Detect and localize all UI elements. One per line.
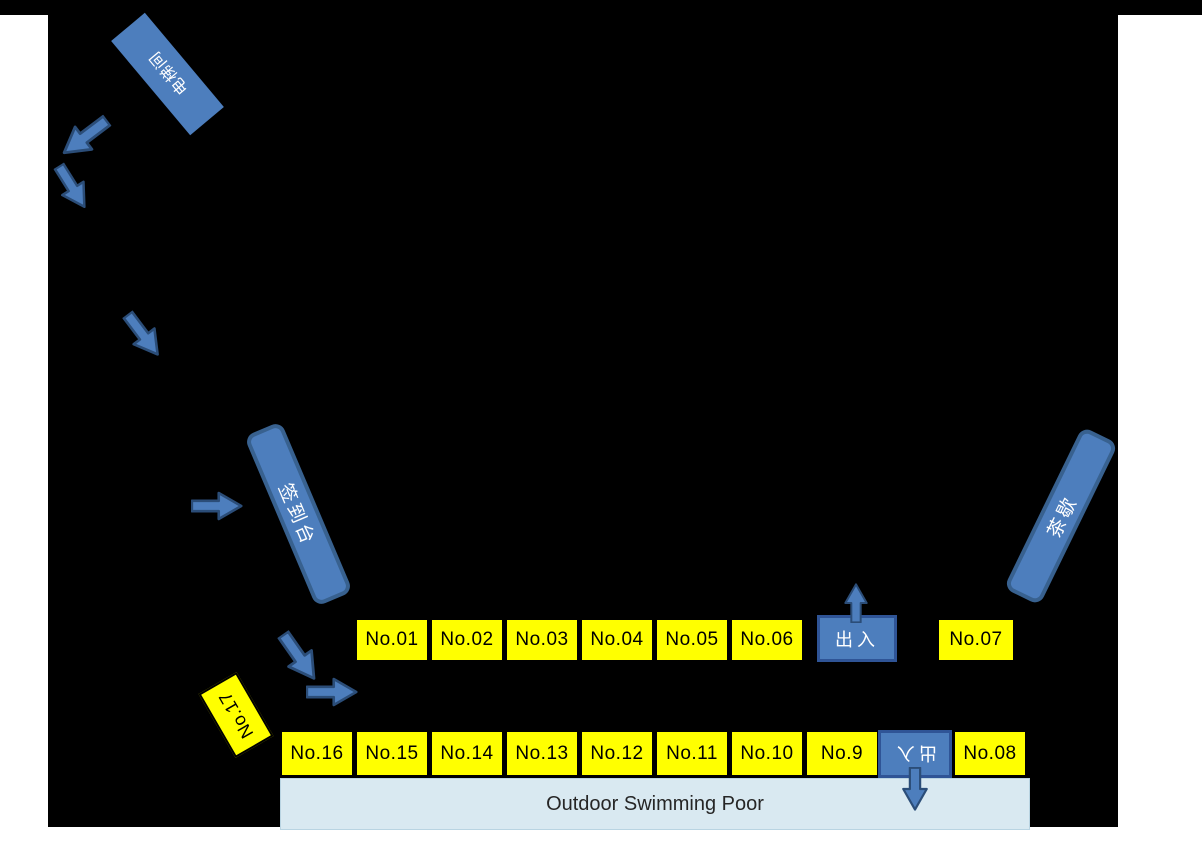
table-no-16: No.16 [280,730,354,777]
table-no-12: No.12 [580,730,654,777]
table-label: No.08 [963,742,1017,764]
table-label: No.12 [590,742,644,764]
table-no-04: No.04 [580,618,654,662]
table-label: No.03 [515,629,569,650]
route-arrow-down-icon [44,157,99,217]
table-label: No.06 [740,629,794,650]
route-arrow-right-icon [191,489,243,523]
table-no-10: No.10 [730,730,804,777]
table-no-07: No.07 [937,618,1015,662]
table-no-08: No.08 [953,730,1027,777]
table-no-05: No.05 [655,618,729,662]
table-label: No.05 [665,629,719,650]
table-no-01: No.01 [355,618,429,662]
table-no-03: No.03 [505,618,579,662]
route-arrow-down-right-icon [114,304,172,366]
table-label: No.11 [666,742,718,764]
table-no-15: No.15 [355,730,429,777]
table-no-9: No.9 [805,730,879,777]
table-label: No.13 [515,742,569,764]
table-label: No.16 [290,742,344,764]
entrance-bottom-label: 出入 [893,743,937,763]
route-arrow-down-right-icon [269,624,329,689]
table-label: No.10 [740,742,794,764]
route-arrow-down-left-icon [52,107,117,168]
table-label: No.15 [365,742,419,764]
table-label: No.01 [365,629,419,650]
entrance-box-top: 出入 [817,615,897,662]
entrance-arrow-up-icon [838,583,874,623]
table-label: No.14 [440,742,494,764]
swimming-pool-label: Outdoor Swimming Poor [546,792,764,815]
table-no-13: No.13 [505,730,579,777]
table-no-14: No.14 [430,730,504,777]
entrance-arrow-down-icon [896,767,934,811]
table-label: No.07 [949,629,1003,650]
entrance-top-label: 出入 [835,629,879,650]
route-arrow-right-icon [306,675,358,709]
table-no-02: No.02 [430,618,504,662]
table-label: No.02 [440,629,494,650]
swimming-pool: Outdoor Swimming Poor [280,778,1030,830]
table-label: No.04 [590,629,644,650]
table-no-06: No.06 [730,618,804,662]
table-no-11: No.11 [655,730,729,777]
table-label: No.9 [820,742,864,764]
